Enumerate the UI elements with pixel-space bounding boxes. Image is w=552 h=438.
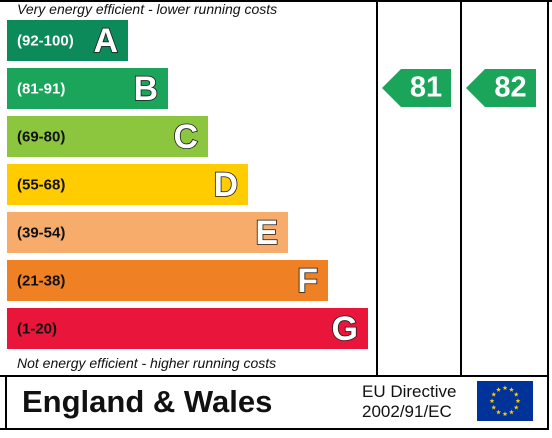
band-f: (21-38) F: [7, 260, 328, 301]
footer-left-border: [5, 375, 7, 430]
column-divider-2: [460, 0, 462, 377]
band-range-label: (55-68): [17, 176, 66, 193]
band-a: (92-100) A: [7, 20, 128, 61]
band-range-label: (21-38): [17, 272, 66, 289]
top-caption: Very energy efficient - lower running co…: [17, 1, 278, 17]
current-rating-arrow: 81: [382, 69, 451, 107]
band-range-label: (69-80): [17, 128, 66, 145]
right-border: [547, 0, 549, 377]
eu-flag-stars: [489, 385, 521, 417]
band-g: (1-20) G: [7, 308, 368, 349]
eu-star: [491, 404, 497, 410]
band-letter: A: [93, 21, 119, 60]
band-range-label: (39-54): [17, 224, 66, 241]
rating-value: 82: [494, 71, 527, 104]
band-letter: B: [133, 69, 159, 108]
footer-top-border: [0, 375, 549, 377]
eu-star: [509, 409, 514, 415]
footer-right-border: [547, 375, 549, 430]
eu-star: [502, 385, 508, 391]
band-letter: C: [173, 117, 199, 156]
band-range-label: (92-100): [17, 32, 74, 49]
band-letter: D: [213, 165, 239, 204]
eu-flag-icon: [477, 381, 533, 421]
potential-rating-arrow: 82: [466, 69, 536, 107]
region-label: England & Wales: [22, 384, 273, 419]
band-b: (81-91) B: [7, 68, 168, 109]
footer-bottom-border: [0, 428, 549, 430]
band-c: (69-80) C: [7, 116, 208, 157]
eu-star: [509, 387, 514, 392]
band-range-label: (1-20): [17, 320, 58, 337]
eu-star: [502, 411, 508, 417]
eu-star: [496, 387, 501, 392]
band-e: (39-54) E: [7, 212, 288, 253]
band-letter: G: [331, 309, 359, 348]
directive-line-1: EU Directive: [362, 382, 457, 401]
band-letter: F: [296, 261, 318, 300]
bottom-caption: Not energy efficient - higher running co…: [17, 355, 277, 371]
eu-star: [513, 404, 519, 410]
eu-star: [513, 391, 519, 397]
band-d: (55-68) D: [7, 164, 248, 205]
band-range-label: (81-91): [17, 80, 66, 97]
eu-star: [491, 391, 497, 397]
column-divider-1: [376, 0, 378, 377]
eu-star: [515, 398, 521, 404]
eu-star: [489, 398, 495, 404]
top-border: [0, 0, 552, 2]
directive-line-2: 2002/91/EC: [362, 402, 452, 421]
band-letter: E: [255, 213, 279, 252]
rating-value: 81: [409, 71, 443, 104]
eu-star: [496, 409, 501, 415]
